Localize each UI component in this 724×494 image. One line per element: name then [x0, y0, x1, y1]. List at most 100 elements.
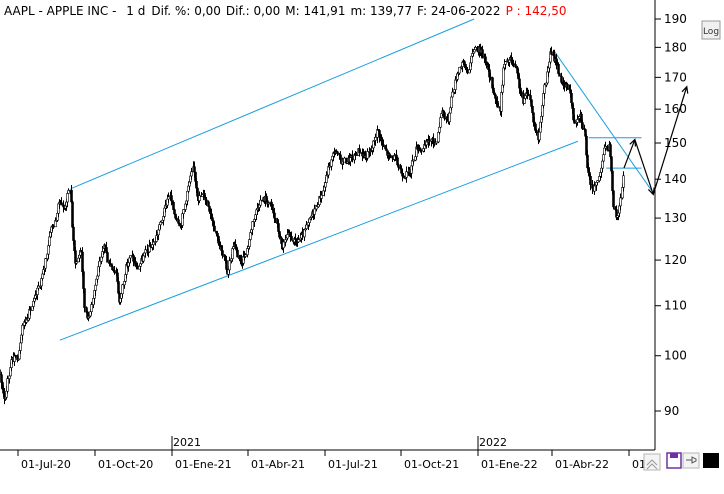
candle-body	[67, 190, 70, 194]
chevron-up-icon	[646, 463, 658, 470]
candle-body	[83, 288, 86, 308]
max-text: M: 141,91	[285, 4, 345, 18]
price-tick-label: 90	[664, 404, 679, 418]
trendline-group	[59, 18, 653, 341]
candle-body	[152, 241, 155, 245]
chevron-up-icon	[646, 459, 658, 466]
candle-body	[308, 218, 311, 223]
candle-body	[81, 251, 84, 273]
candle-body	[213, 225, 216, 232]
candle-body	[550, 51, 553, 55]
candle-body	[610, 156, 613, 172]
candle-body	[221, 250, 224, 256]
year-label: 2022	[479, 436, 507, 449]
candle-body	[366, 151, 369, 159]
candle-body	[405, 171, 408, 178]
black-square-button[interactable]	[703, 453, 719, 468]
candle-body	[320, 195, 323, 199]
save-button[interactable]	[666, 452, 682, 469]
candle-body	[527, 93, 530, 96]
price-tick-label: 170	[664, 70, 687, 84]
dif-pct-text: Dif. %: 0,00	[151, 4, 221, 18]
price-tick-label: 130	[664, 211, 687, 225]
candle-body	[557, 64, 560, 74]
pin-button[interactable]	[682, 452, 700, 469]
price-tick-label: 150	[664, 136, 687, 150]
candle-body	[512, 63, 515, 65]
candle-body	[259, 199, 262, 206]
candle-body	[324, 182, 327, 188]
company-name: APPLE INC	[47, 4, 109, 18]
candle-body	[602, 154, 605, 162]
date-tick-label: 01-Abr-22	[555, 458, 609, 471]
candle-body	[72, 226, 75, 241]
period-text: 1 d	[126, 4, 145, 18]
candle-body	[195, 180, 198, 189]
save-icon-shutter	[670, 453, 678, 458]
candle-body	[167, 196, 170, 200]
candle-body	[274, 217, 277, 223]
date-tick-label: 01-Ene-22	[481, 458, 538, 471]
candle-body	[313, 208, 316, 215]
price-tick-label: 120	[664, 253, 687, 267]
projection-segment	[623, 139, 636, 169]
pin-icon	[686, 456, 697, 464]
candle-body	[596, 180, 599, 183]
date-tick-label: 01-Oct-21	[404, 458, 459, 471]
candle-body	[267, 202, 270, 205]
log-button-frame	[701, 20, 721, 40]
candle-body	[190, 171, 193, 177]
price-tick-label: 110	[664, 299, 687, 313]
candle-body	[273, 212, 276, 219]
candle-body	[570, 93, 573, 104]
candle-body	[142, 255, 145, 262]
candle-body	[70, 189, 73, 203]
candle-body	[94, 284, 97, 291]
candle-body	[71, 201, 74, 228]
price-tick-label: 160	[664, 102, 687, 116]
scroll-up-button[interactable]	[643, 453, 661, 471]
candle-body	[6, 378, 9, 392]
candle-body	[248, 239, 251, 247]
year-label-group: 2021 2022	[171, 436, 507, 450]
candle-body	[205, 199, 208, 203]
candle-body	[412, 159, 415, 162]
log-button-label: Log	[703, 27, 719, 37]
price-tick-label: 190	[664, 12, 687, 26]
min-text: m: 139,77	[350, 4, 412, 18]
price-series	[0, 43, 625, 405]
candle-body	[41, 273, 44, 279]
trendline	[553, 50, 653, 191]
projection-segment	[634, 139, 654, 195]
date-tick-label: 01	[632, 458, 646, 471]
candle-body	[374, 137, 377, 141]
candle-body	[175, 217, 178, 221]
candle-body	[619, 197, 622, 207]
candle-body	[439, 117, 442, 128]
candle-body	[173, 209, 176, 215]
price-tick-label: 180	[664, 40, 687, 54]
symbol-text: AAPL	[4, 4, 35, 18]
projection-group	[623, 85, 689, 196]
candle-body	[159, 221, 162, 226]
candle-body	[170, 195, 173, 202]
candle-body	[82, 271, 85, 289]
date-tick-label: 01-Jul-20	[21, 458, 71, 471]
candle-body	[121, 284, 124, 295]
scroll-up-frame	[643, 453, 661, 471]
candle-body	[196, 187, 199, 197]
log-button[interactable]: Log	[701, 20, 721, 40]
candle-body	[458, 67, 461, 74]
candle-body	[504, 61, 507, 65]
candle-body	[543, 84, 546, 94]
candle-body	[589, 175, 592, 185]
candle-body	[198, 195, 201, 201]
candle-body	[225, 260, 228, 270]
candle-body	[228, 260, 231, 271]
header-separator: -	[108, 4, 120, 18]
candle-body	[231, 248, 234, 260]
year-label: 2021	[173, 436, 201, 449]
candle-body	[19, 342, 22, 351]
